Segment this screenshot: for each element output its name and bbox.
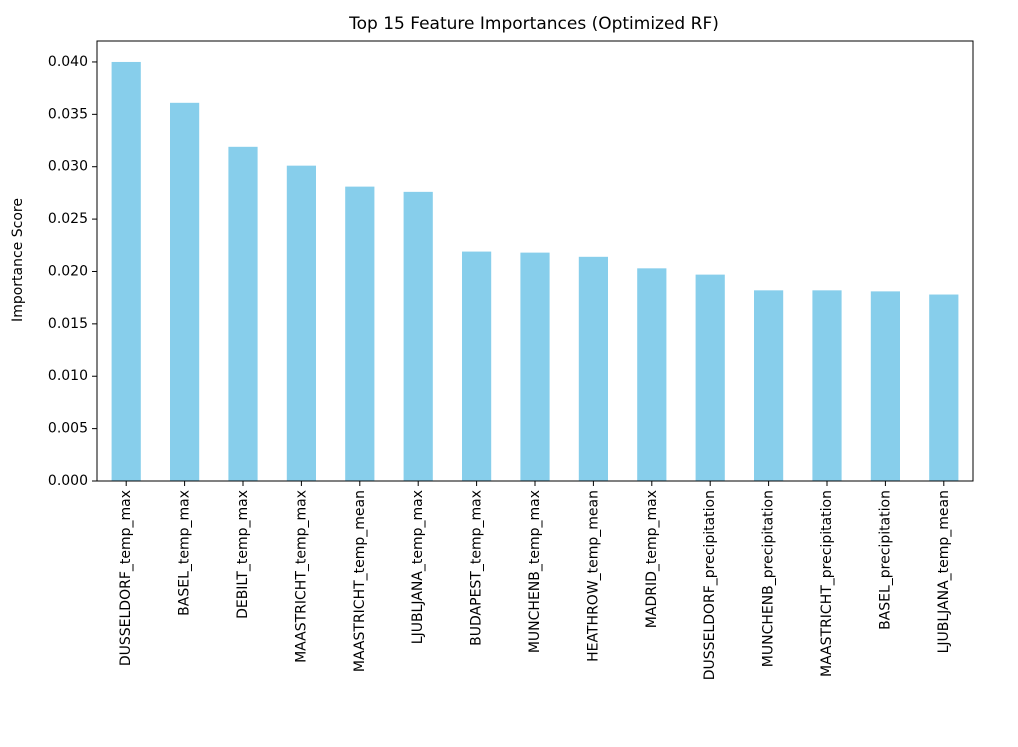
x-axis: DUSSELDORF_temp_max BASEL_temp_max DEBILT_… [118,481,952,680]
x-tick-label: BUDAPEST_temp_max [469,490,485,646]
y-tick-label: 0.015 [48,316,88,332]
x-tick-label: BASEL_temp_max [177,490,193,616]
bar-dusseldorf-temp-max [111,61,141,481]
bar-maastricht-precipitation [812,290,842,481]
x-tick-label: MAASTRICHT_temp_max [293,490,309,663]
bar-heathrow-temp-mean [578,256,608,481]
y-tick-label: 0.025 [48,211,88,227]
bar-basel-temp-max [170,102,200,482]
x-tick-label: MADRID_temp_max [644,490,660,628]
x-tick-label: BASEL_precipitation [877,490,893,630]
bar-madrid-temp-max [637,268,667,481]
y-tick-label: 0.010 [48,368,88,384]
bar-budapest-temp-max [462,251,492,481]
bar-basel-precipitation [870,291,900,481]
chart-title: Top 15 Feature Importances (Optimized RF… [348,14,719,34]
bar-dusseldorf-precipitation [695,274,725,481]
bar-ljubljana-temp-max [403,191,433,481]
x-tick-label: MAASTRICHT_temp_mean [352,490,368,672]
y-tick-label: 0.040 [48,54,88,70]
bars-layer [111,61,959,482]
bar-maastricht-temp-max [286,165,316,481]
y-tick-label: 0.035 [48,106,88,122]
y-tick-label: 0.005 [48,421,88,437]
x-tick-label: LJUBLJANA_temp_max [410,490,426,644]
bar-munchenb-precipitation [754,290,784,481]
bar-debilt-temp-max [228,146,258,482]
plot-frame [96,40,974,482]
y-axis: 0.000 0.005 0.010 0.015 0.020 0.025 0.030 0.035… [48,54,97,489]
x-tick-label: MAASTRICHT_precipitation [819,490,835,677]
x-tick-label: MUNCHENB_temp_max [527,490,543,653]
bar-munchenb-temp-max [520,252,550,481]
y-tick-label: 0.020 [48,263,88,279]
x-tick-label: MUNCHENB_precipitation [761,490,777,667]
x-tick-label: HEATHROW_temp_mean [585,490,601,662]
y-tick-label: 0.030 [48,159,88,175]
x-tick-label: DEBILT_temp_max [235,490,251,619]
bar-maastricht-temp-mean [345,186,375,481]
bar-ljubljana-temp-mean [929,294,959,481]
x-tick-label: DUSSELDORF_temp_max [118,490,134,666]
x-tick-label: DUSSELDORF_precipitation [702,490,718,680]
y-axis-label: Importance Score [10,198,26,322]
x-tick-label: LJUBLJANA_temp_mean [936,490,952,653]
y-tick-label: 0.000 [48,473,88,489]
